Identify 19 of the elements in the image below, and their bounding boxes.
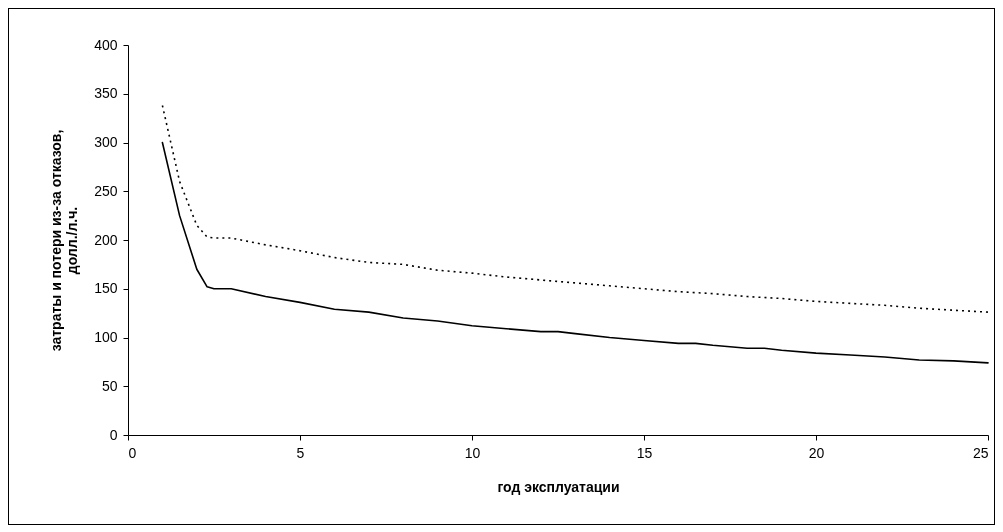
- y-tick-label: 250: [94, 182, 118, 199]
- y-axis-title: затраты и потери из-за отказов, долл./л.ч.: [48, 129, 81, 352]
- x-tick-label: 10: [464, 444, 481, 461]
- y-tick-label: 200: [94, 231, 118, 248]
- y-tick-label: 0: [109, 426, 118, 443]
- line-series: [161, 104, 989, 313]
- x-tick-label: 5: [296, 444, 305, 461]
- y-tick-label: 100: [94, 329, 118, 345]
- y-tick-label: 400: [94, 36, 118, 53]
- x-axis-title: год эксплуатации: [497, 478, 620, 495]
- y-tick-label: 150: [94, 280, 118, 297]
- y-tick-label: 300: [94, 134, 118, 150]
- y-tick-label: 50: [101, 377, 118, 394]
- x-tick-label: 20: [808, 444, 825, 461]
- x-tick-label: 15: [636, 444, 653, 461]
- x-tick-label: 25: [972, 444, 989, 461]
- y-tick-label: 350: [94, 85, 118, 102]
- line-series: [161, 141, 989, 364]
- x-tick-label: 0: [128, 444, 137, 461]
